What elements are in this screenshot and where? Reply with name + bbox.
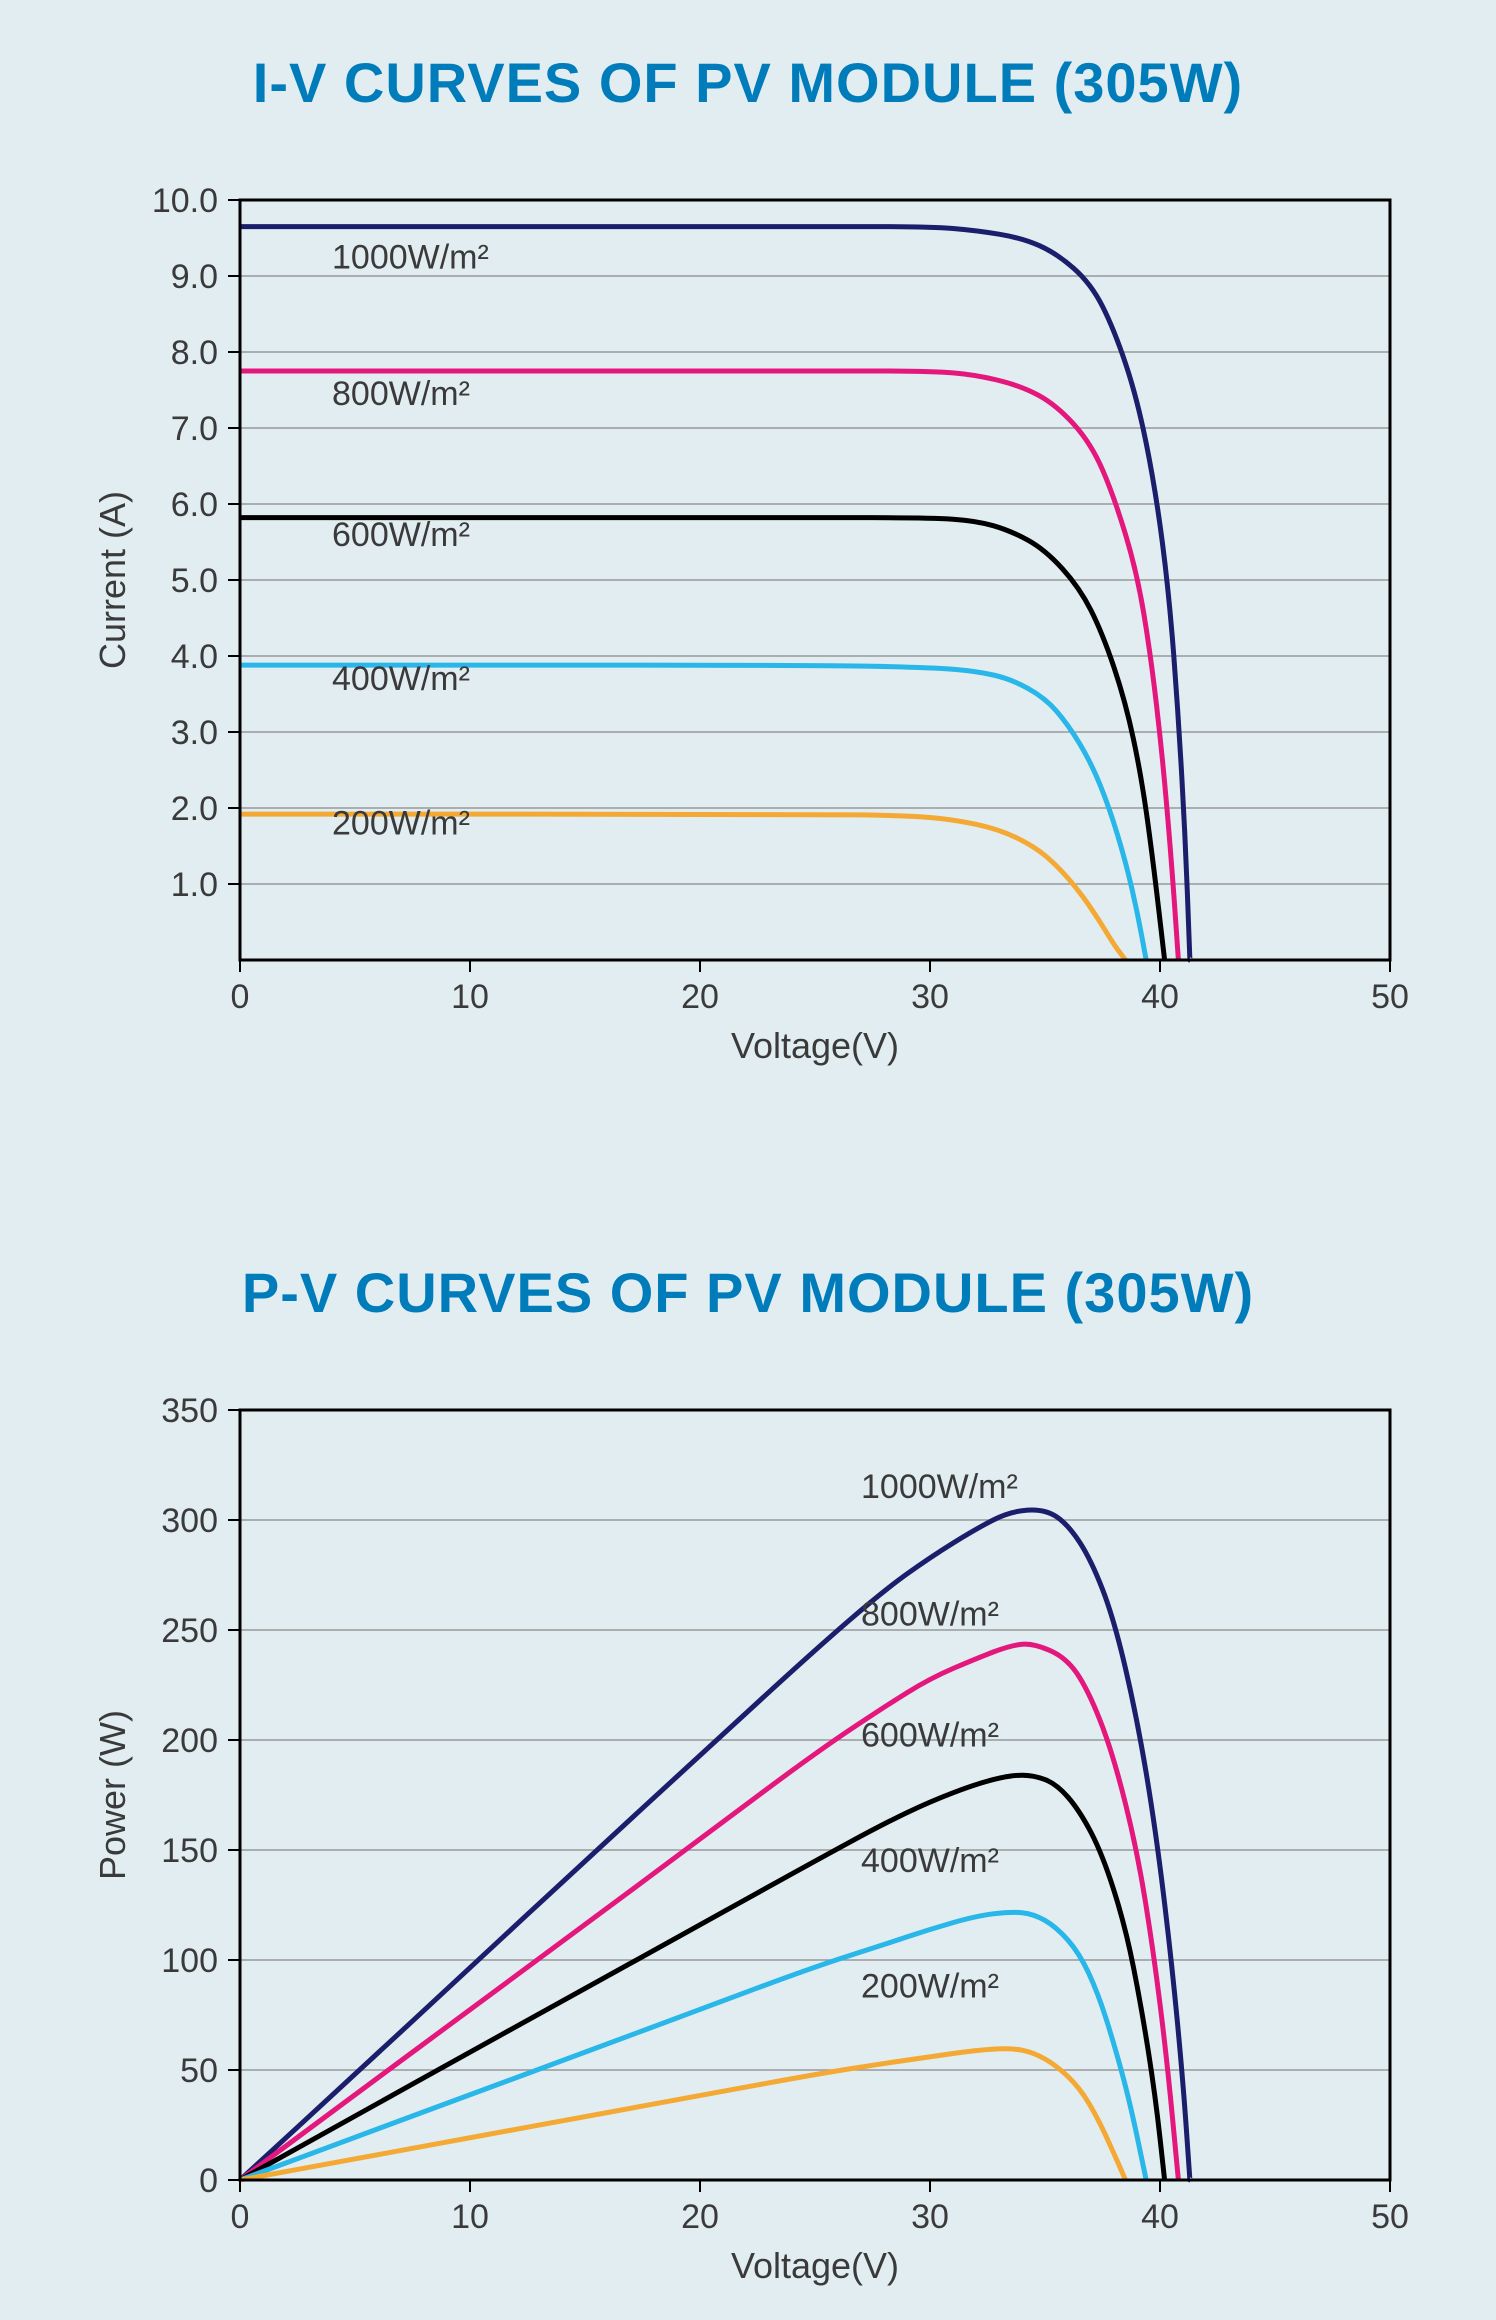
- svg-text:300: 300: [161, 1502, 218, 1540]
- series-600W/m²: [240, 518, 1165, 960]
- series-label: 400W/m²: [332, 660, 470, 698]
- x-axis-label: Voltage(V): [731, 2245, 899, 2286]
- svg-text:20: 20: [681, 2198, 719, 2236]
- series-label: 1000W/m²: [332, 238, 489, 276]
- pv-chart: 1000W/m² 800W/m² 600W/m² 400W/m² 200W/m² 0 10 2…: [70, 1380, 1430, 2310]
- series-1000W/m²: [240, 1510, 1190, 2180]
- svg-text:3.0: 3.0: [171, 714, 218, 752]
- series-label: 200W/m²: [332, 805, 470, 843]
- svg-text:40: 40: [1141, 2198, 1179, 2236]
- iv-chart-title: I-V CURVES OF PV MODULE (305W): [0, 50, 1496, 115]
- svg-text:30: 30: [911, 978, 949, 1016]
- svg-text:2.0: 2.0: [171, 790, 218, 828]
- iv-chart: 1000W/m² 800W/m² 600W/m² 400W/m² 200W/m² 0 10 2…: [70, 170, 1430, 1090]
- svg-text:200: 200: [161, 1722, 218, 1760]
- series-label: 200W/m²: [861, 1967, 999, 2005]
- svg-text:50: 50: [1371, 978, 1409, 1016]
- series-label: 600W/m²: [861, 1717, 999, 1755]
- svg-text:6.0: 6.0: [171, 486, 218, 524]
- svg-text:0: 0: [231, 2198, 250, 2236]
- svg-text:30: 30: [911, 2198, 949, 2236]
- series-label: 600W/m²: [332, 516, 470, 554]
- svg-text:7.0: 7.0: [171, 410, 218, 448]
- svg-text:0: 0: [199, 2162, 218, 2200]
- y-axis-label: Power (W): [92, 1710, 133, 1880]
- svg-text:50: 50: [1371, 2198, 1409, 2236]
- series-label: 800W/m²: [861, 1596, 999, 1634]
- svg-text:150: 150: [161, 1832, 218, 1870]
- series-label: 1000W/m²: [861, 1468, 1018, 1506]
- pv-chart-title: P-V CURVES OF PV MODULE (305W): [0, 1260, 1496, 1325]
- x-axis-label: Voltage(V): [731, 1025, 899, 1066]
- svg-text:1.0: 1.0: [171, 866, 218, 904]
- svg-text:10: 10: [451, 978, 489, 1016]
- svg-text:5.0: 5.0: [171, 562, 218, 600]
- svg-text:250: 250: [161, 1612, 218, 1650]
- svg-text:100: 100: [161, 1942, 218, 1980]
- svg-text:20: 20: [681, 978, 719, 1016]
- svg-text:4.0: 4.0: [171, 638, 218, 676]
- y-axis-label: Current (A): [92, 491, 133, 669]
- svg-text:10: 10: [451, 2198, 489, 2236]
- svg-text:10.0: 10.0: [152, 182, 218, 220]
- svg-text:8.0: 8.0: [171, 334, 218, 372]
- svg-text:50: 50: [180, 2052, 218, 2090]
- svg-text:40: 40: [1141, 978, 1179, 1016]
- svg-text:350: 350: [161, 1392, 218, 1430]
- series-1000W/m²: [240, 227, 1190, 960]
- series-400W/m²: [240, 1912, 1146, 2180]
- series-label: 400W/m²: [861, 1842, 999, 1880]
- series-200W/m²: [240, 2049, 1126, 2180]
- series-label: 800W/m²: [332, 375, 470, 413]
- svg-text:9.0: 9.0: [171, 258, 218, 296]
- svg-text:0: 0: [231, 978, 250, 1016]
